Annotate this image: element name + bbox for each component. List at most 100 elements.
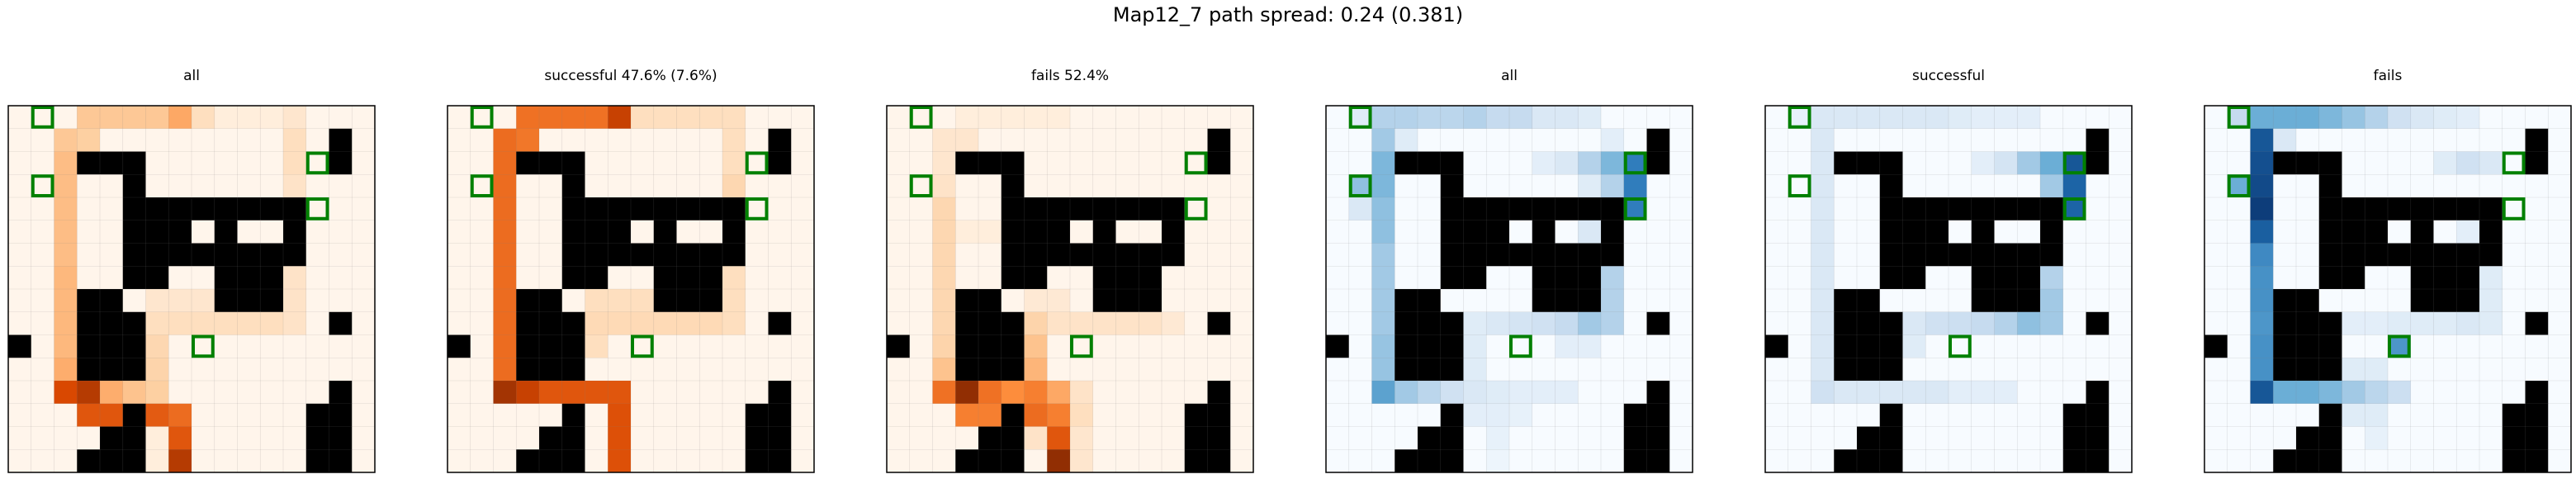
heat-cell [2342, 381, 2365, 405]
heat-cell [1509, 403, 1533, 427]
heat-cell [2456, 106, 2480, 130]
heat-cell [909, 426, 933, 450]
heat-cell [2548, 289, 2572, 313]
heat-cell [1463, 449, 1487, 473]
heat-cell [2296, 174, 2320, 198]
heat-cell [1532, 358, 1556, 382]
heat-cell [585, 381, 608, 405]
heat-cell [31, 358, 54, 382]
heat-cell [2456, 174, 2480, 198]
wall-cell [768, 381, 792, 405]
goal-marker [1623, 151, 1647, 175]
heat-cell [2342, 174, 2365, 198]
wall-cell [1207, 449, 1231, 473]
panel-title: successful 47.6% (7.6%) [544, 68, 717, 84]
heat-cell [653, 311, 677, 335]
heat-cell [539, 106, 563, 130]
heat-cell [2062, 197, 2086, 221]
heat-cell [2250, 220, 2274, 244]
heat-cell [100, 128, 124, 152]
heat-cell [1857, 174, 1881, 198]
heat-cell [1092, 334, 1116, 358]
heat-cell [305, 197, 329, 221]
heat-cell [2204, 449, 2228, 473]
heat-cell [260, 426, 284, 450]
heat-cell [1788, 334, 1811, 358]
heat-cell [2548, 381, 2572, 405]
heat-cell [192, 358, 215, 382]
heat-cell [1162, 426, 1186, 450]
wall-cell [722, 220, 746, 244]
heat-cell [2296, 266, 2320, 290]
heat-cell [122, 289, 146, 313]
heat-cell [1623, 197, 1647, 221]
heat-cell [608, 381, 632, 405]
heat-cell [1092, 403, 1116, 427]
heat-cell [2062, 311, 2086, 335]
wall-cell [100, 151, 124, 175]
heat-cell [1184, 266, 1208, 290]
heat-cell [699, 358, 723, 382]
wall-cell [1162, 197, 1186, 221]
heat-cell [352, 311, 376, 335]
heat-cell [1230, 311, 1254, 335]
wall-cell [1646, 426, 1670, 450]
heat-cell [1902, 358, 1926, 382]
heat-cell [1184, 311, 1208, 335]
heat-cell [631, 151, 655, 175]
wall-cell [1532, 220, 1556, 244]
heat-cell [516, 426, 540, 450]
heat-cell [955, 128, 979, 152]
heat-cell [2318, 381, 2342, 405]
heat-cell [676, 106, 700, 130]
wall-cell [2318, 334, 2342, 358]
heat-cell [470, 220, 494, 244]
heat-cell [1578, 358, 1602, 382]
heat-cell [955, 174, 979, 198]
wall-cell [561, 266, 585, 290]
heat-cell [2433, 220, 2457, 244]
heat-cell [1395, 266, 1418, 290]
heat-cell [8, 289, 32, 313]
heat-cell [585, 334, 608, 358]
goal-marker [2062, 151, 2086, 175]
heat-cell [1811, 449, 1835, 473]
wall-cell [1395, 449, 1418, 473]
heat-cell [955, 381, 979, 405]
heat-cell [8, 403, 32, 427]
heat-cell [329, 106, 353, 130]
heat-cell [1162, 311, 1186, 335]
heat-cell [1348, 174, 1372, 198]
heat-cell [1326, 449, 1350, 473]
wall-cell [260, 266, 284, 290]
heat-cell [1024, 449, 1048, 473]
heat-cell [8, 426, 32, 450]
heat-cell [1788, 403, 1811, 427]
heat-cell [676, 174, 700, 198]
heat-cell [2040, 334, 2064, 358]
heat-cell [2479, 426, 2503, 450]
wall-cell [1879, 311, 1903, 335]
heat-cell [493, 289, 517, 313]
heat-cell [2204, 106, 2228, 130]
heat-cell [2273, 381, 2297, 405]
heat-cell [1623, 311, 1647, 335]
heat-cell [1348, 197, 1372, 221]
heat-cell [8, 174, 32, 198]
heat-cell [447, 381, 471, 405]
heat-cell [470, 106, 494, 130]
heat-cell [2410, 403, 2434, 427]
heat-cell [2273, 128, 2297, 152]
heat-cell [168, 449, 192, 473]
heat-cell [260, 334, 284, 358]
heat-cell [305, 289, 329, 313]
wall-cell [214, 243, 238, 267]
heat-cell [1949, 381, 1972, 405]
heat-cell [1601, 403, 1625, 427]
heat-cell [1765, 174, 1789, 198]
heat-cell [1230, 426, 1254, 450]
heat-cell [192, 266, 215, 290]
wall-cell [1879, 449, 1903, 473]
wall-cell [1949, 197, 1972, 221]
heat-cell [1463, 311, 1487, 335]
